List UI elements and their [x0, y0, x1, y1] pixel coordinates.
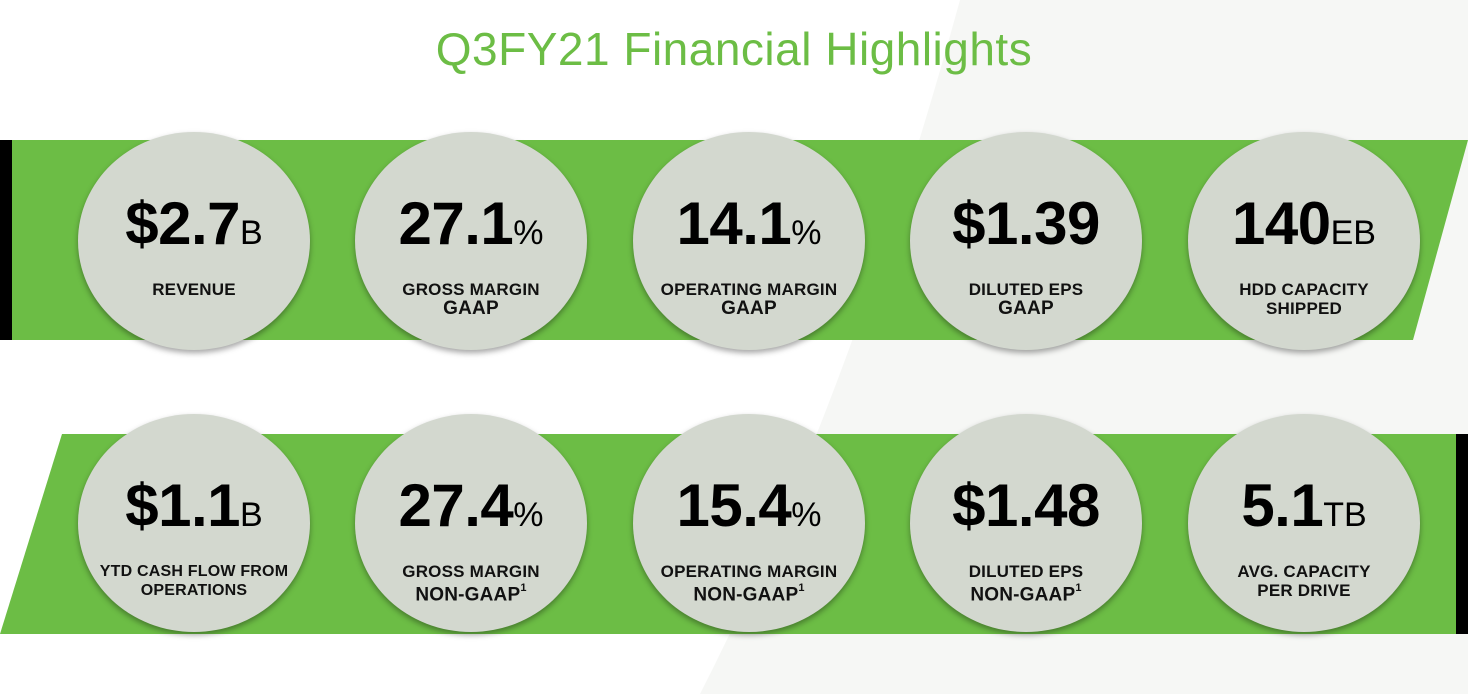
metric-label: YTD CASH FLOW FROM OPERATIONS	[99, 563, 289, 599]
metric-label: DILUTED EPS GAAP	[968, 280, 1084, 319]
metric-avg-capacity-per-drive: 5.1TB AVG. CAPACITY PER DRIVE	[1188, 414, 1420, 632]
top-metrics-band: $2.7B REVENUE 27.1% GROSS MARGIN GAAP 14.…	[0, 132, 1468, 350]
metric-value: $1.48	[952, 472, 1100, 539]
metric-label: OPERATING MARGIN GAAP	[660, 280, 838, 319]
metric-value: 27.1%	[398, 190, 544, 257]
metric-value: $1.39	[952, 190, 1100, 257]
metric-hdd-capacity-shipped: 140EB HDD CAPACITY SHIPPED	[1188, 132, 1420, 350]
metric-value: 27.4%	[398, 472, 544, 539]
metric-value: $1.1B	[125, 472, 263, 539]
metric-label: OPERATING MARGIN NON-GAAP1	[660, 562, 838, 606]
metric-value: 5.1TB	[1241, 472, 1367, 539]
metric-gross-margin-non-gaap: 27.4% GROSS MARGIN NON-GAAP1	[355, 414, 587, 632]
metric-label: HDD CAPACITY SHIPPED	[1239, 280, 1369, 318]
metric-diluted-eps-gaap: $1.39 DILUTED EPS GAAP	[910, 132, 1142, 350]
metric-label: DILUTED EPS NON-GAAP1	[968, 562, 1084, 606]
metric-label: GROSS MARGIN GAAP	[402, 280, 540, 319]
footnote-marker: 1	[1075, 582, 1082, 594]
metric-value: 15.4%	[676, 472, 822, 539]
metric-gross-margin-gaap: 27.1% GROSS MARGIN GAAP	[355, 132, 587, 350]
metric-label: GROSS MARGIN NON-GAAP1	[402, 562, 540, 606]
footnote-marker: 1	[520, 582, 527, 594]
metric-label: REVENUE	[152, 280, 236, 299]
metric-diluted-eps-non-gaap: $1.48 DILUTED EPS NON-GAAP1	[910, 414, 1142, 632]
metric-value: $2.7B	[125, 190, 263, 257]
metric-ytd-cash-flow: $1.1B YTD CASH FLOW FROM OPERATIONS	[78, 414, 310, 632]
metric-value: 14.1%	[676, 190, 822, 257]
page-title: Q3FY21 Financial Highlights	[435, 23, 1033, 75]
metric-operating-margin-non-gaap: 15.4% OPERATING MARGIN NON-GAAP1	[633, 414, 865, 632]
bottom-metrics-band: $1.1B YTD CASH FLOW FROM OPERATIONS 27.4%…	[0, 414, 1468, 634]
metric-operating-margin-gaap: 14.1% OPERATING MARGIN GAAP	[633, 132, 865, 350]
footnote-marker: 1	[798, 582, 805, 594]
metric-value: 140EB	[1232, 190, 1376, 257]
metric-label: AVG. CAPACITY PER DRIVE	[1237, 562, 1371, 600]
metric-revenue: $2.7B REVENUE	[78, 132, 310, 350]
